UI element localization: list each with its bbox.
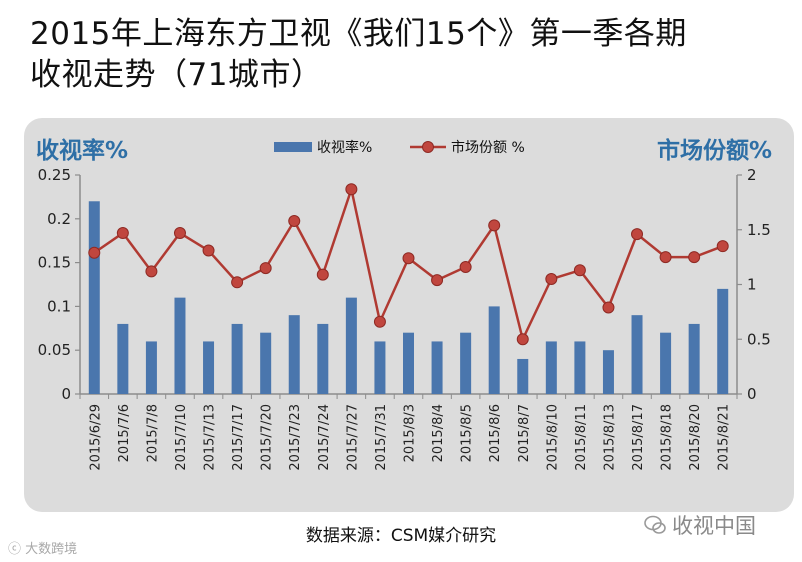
point-market-share: [259, 262, 272, 275]
bar-ratings: [260, 332, 272, 394]
bar-ratings: [374, 341, 386, 394]
legend-line-marker: [422, 141, 434, 153]
point-market-share: [373, 315, 386, 328]
title-line-1: 2015年上海东方卫视《我们15个》第一季各期: [30, 16, 687, 52]
x-tick-label: 2015/7/31: [374, 404, 389, 471]
y-right-tick-label: 1.5: [747, 221, 771, 239]
x-tick-label: 2015/8/10: [545, 404, 560, 471]
bar-ratings: [174, 297, 186, 394]
watermark-left: ⓒ 大数跨境: [8, 538, 77, 557]
point-market-share: [659, 251, 672, 264]
watermark-right-text: 收视中国: [672, 514, 756, 538]
bar-ratings: [545, 341, 557, 394]
y-right-tick-label: 1: [747, 276, 757, 294]
bar-ratings: [460, 332, 472, 394]
y-right-tick-label: 0.5: [747, 330, 771, 348]
point-market-share: [688, 251, 701, 264]
y-left-tick-label: 0.2: [47, 210, 71, 228]
bar-ratings: [203, 341, 215, 394]
data-source: 数据来源：CSM媒介研究: [305, 526, 497, 546]
y-left-tick-label: 0.15: [38, 254, 71, 272]
x-tick-label: 2015/8/6: [488, 404, 503, 462]
bar-ratings: [631, 315, 643, 394]
x-tick-label: 2015/8/3: [403, 404, 418, 462]
bar-ratings: [488, 306, 500, 394]
point-market-share: [88, 246, 101, 259]
bar-ratings: [431, 341, 443, 394]
bar-ratings: [688, 323, 700, 394]
chat-bubble-logo-icon: [644, 515, 666, 534]
point-market-share: [631, 228, 644, 241]
bar-ratings: [403, 332, 414, 394]
bar-ratings: [574, 341, 586, 394]
x-tick-label: 2015/8/7: [517, 404, 532, 462]
x-tick-label: 2015/8/11: [574, 404, 589, 471]
watermark-right: 收视中国: [644, 510, 756, 540]
bar-ratings: [288, 315, 300, 394]
point-market-share: [516, 333, 529, 346]
x-tick-label: 2015/7/24: [317, 404, 332, 471]
camera-logo-icon: ⓒ: [8, 542, 22, 557]
point-market-share: [288, 214, 301, 227]
x-tick-label: 2015/7/20: [260, 404, 275, 471]
point-market-share: [231, 276, 244, 289]
bar-ratings: [660, 332, 672, 394]
x-tick-label: 2015/7/8: [145, 404, 160, 462]
point-market-share: [545, 273, 558, 286]
x-tick-label: 2015/7/23: [288, 404, 303, 471]
bar-ratings: [345, 297, 357, 394]
x-tick-label: 2015/8/18: [660, 404, 675, 471]
point-market-share: [431, 274, 444, 287]
x-tick-label: 2015/7/10: [174, 404, 189, 471]
point-market-share: [602, 301, 615, 314]
point-market-share: [316, 268, 329, 281]
y-left-tick-label: 0.25: [38, 166, 71, 184]
line-market-share: [93, 187, 724, 341]
bar-ratings: [717, 288, 729, 394]
bar-ratings: [231, 323, 243, 394]
point-market-share: [116, 227, 129, 240]
bar-ratings: [602, 350, 614, 394]
y-left-tick-label: 0.1: [47, 297, 71, 315]
point-market-share: [202, 244, 215, 257]
chart-panel: [24, 118, 794, 512]
x-tick-label: 2015/7/13: [203, 404, 218, 471]
y-right-title: 市场份额%: [657, 137, 772, 164]
title-line-2: 收视走势（71城市）: [30, 57, 323, 93]
point-market-share: [573, 264, 586, 277]
legend-bar-swatch: [274, 142, 312, 152]
bar-ratings: [88, 201, 100, 394]
bar-ratings: [145, 341, 157, 394]
bar-ratings: [317, 323, 329, 394]
point-market-share: [488, 219, 501, 232]
bar-ratings: [117, 323, 129, 394]
legend-line-label: 市场份额 %: [451, 139, 525, 156]
x-tick-label: 2015/8/17: [631, 404, 646, 471]
x-tick-label: 2015/6/29: [88, 404, 103, 471]
point-market-share: [459, 260, 472, 273]
watermark-left-text: 大数跨境: [25, 542, 78, 557]
x-tick-label: 2015/8/20: [688, 404, 703, 471]
y-right-tick-label: 0: [747, 385, 757, 403]
point-market-share: [345, 183, 358, 196]
y-left-title: 收视率%: [36, 137, 128, 164]
x-tick-label: 2015/7/27: [345, 404, 360, 471]
point-market-share: [402, 252, 415, 265]
x-tick-label: 2015/8/13: [602, 404, 617, 471]
x-tick-label: 2015/7/17: [231, 404, 246, 471]
x-tick-label: 2015/8/4: [431, 404, 446, 462]
point-market-share: [145, 265, 158, 278]
x-tick-label: 2015/8/5: [460, 404, 475, 462]
x-tick-label: 2015/7/6: [117, 404, 132, 462]
bar-ratings: [517, 358, 529, 394]
legend-bar-label: 收视率%: [317, 139, 372, 156]
y-left-tick-label: 0: [61, 385, 71, 403]
chart-title: 2015年上海东方卫视《我们15个》第一季各期 收视走势（71城市）: [30, 14, 790, 96]
point-market-share: [173, 227, 186, 240]
point-market-share: [716, 240, 729, 253]
y-left-tick-label: 0.05: [38, 341, 71, 359]
x-tick-label: 2015/8/21: [717, 404, 732, 471]
y-right-tick-label: 2: [747, 166, 757, 184]
